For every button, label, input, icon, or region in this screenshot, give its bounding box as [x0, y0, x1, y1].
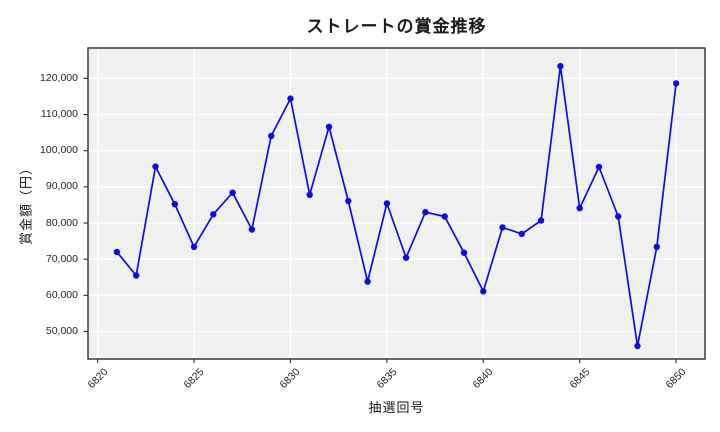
data-point-marker	[537, 217, 545, 224]
plot-spines	[87, 47, 706, 360]
data-point-marker	[634, 342, 641, 350]
data-point-marker	[248, 226, 256, 233]
data-point-marker	[595, 163, 603, 171]
data-point-marker	[364, 278, 371, 285]
data-point-marker	[441, 213, 448, 220]
data-point-marker	[480, 288, 487, 295]
data-point-marker	[113, 248, 121, 256]
data-point-marker	[499, 224, 506, 231]
data-point-marker	[653, 243, 660, 251]
y-tick-label: 120,000	[40, 71, 78, 84]
data-point-marker	[268, 132, 275, 140]
data-point-marker	[557, 62, 564, 70]
y-tick-label: 100,000	[40, 144, 78, 157]
y-tick-label: 90,000	[45, 180, 78, 193]
y-tick-label: 70,000	[45, 252, 78, 265]
data-point-marker	[287, 95, 294, 102]
data-point-marker	[190, 243, 198, 251]
data-point-marker	[306, 191, 313, 198]
data-point-marker	[460, 249, 468, 256]
data-point-marker	[345, 197, 352, 205]
y-tick-label: 60,000	[45, 288, 78, 301]
data-point-marker	[210, 211, 217, 218]
data-point-marker	[133, 272, 140, 279]
data-point-marker	[576, 205, 583, 212]
data-point-marker	[152, 163, 159, 170]
data-point-marker	[402, 254, 410, 261]
y-axis-label: 賞金額（円）	[18, 160, 34, 246]
data-point-marker	[383, 200, 391, 207]
plot-area	[88, 48, 705, 359]
data-point-marker	[615, 213, 622, 220]
data-point-marker	[518, 230, 525, 238]
y-tick-label: 80,000	[45, 216, 78, 229]
data-point-marker	[171, 201, 178, 208]
prize-line-series	[116, 65, 677, 347]
y-tick-label: 50,000	[45, 325, 78, 338]
data-point-marker	[325, 123, 333, 130]
data-point-marker	[422, 209, 429, 216]
data-point-marker	[229, 189, 236, 196]
y-tick-label: 110,000	[40, 108, 78, 121]
chart-title: ストレートの賞金推移	[306, 17, 487, 36]
x-axis-label: 抽選回号	[368, 400, 425, 415]
data-point-marker	[672, 80, 680, 87]
